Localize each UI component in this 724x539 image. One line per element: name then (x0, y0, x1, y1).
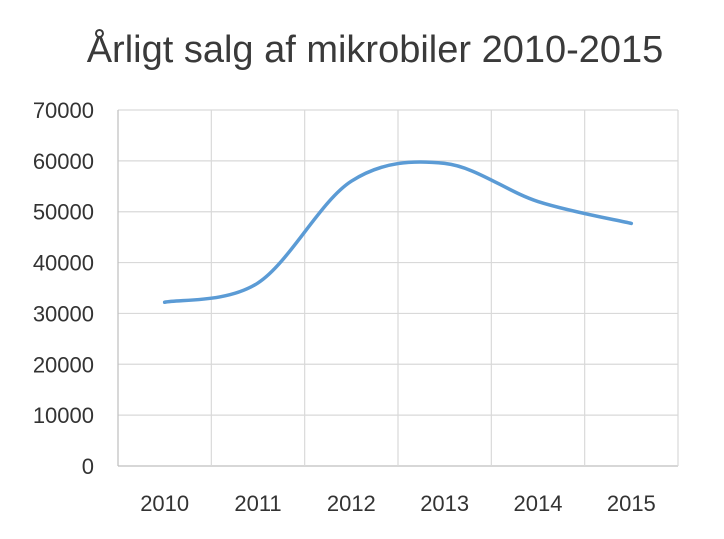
x-tick-label: 2010 (140, 491, 189, 516)
x-tick-label: 2015 (607, 491, 656, 516)
chart-title: Årligt salg af mikrobiler 2010-2015 (87, 27, 664, 71)
series-line (162, 160, 634, 304)
gridlines (117, 109, 679, 467)
y-tick-label: 60000 (33, 149, 94, 174)
y-tick-label: 70000 (33, 98, 94, 123)
x-tick-label: 2013 (420, 491, 469, 516)
y-tick-label: 10000 (33, 403, 94, 428)
x-tick-label: 2012 (327, 491, 376, 516)
y-tick-label: 30000 (33, 301, 94, 326)
y-axis-ticks: 0 10000 20000 30000 40000 50000 60000 70000 (33, 98, 94, 479)
y-tick-label: 20000 (33, 352, 94, 377)
x-tick-label: 2011 (234, 491, 281, 516)
series-layer (162, 160, 634, 304)
x-axis-ticks: 2010 2011 2012 2013 2014 2015 (140, 491, 656, 516)
y-tick-label: 0 (82, 454, 94, 479)
y-tick-label: 40000 (33, 251, 94, 276)
x-tick-label: 2014 (514, 491, 563, 516)
y-tick-label: 50000 (33, 200, 94, 225)
